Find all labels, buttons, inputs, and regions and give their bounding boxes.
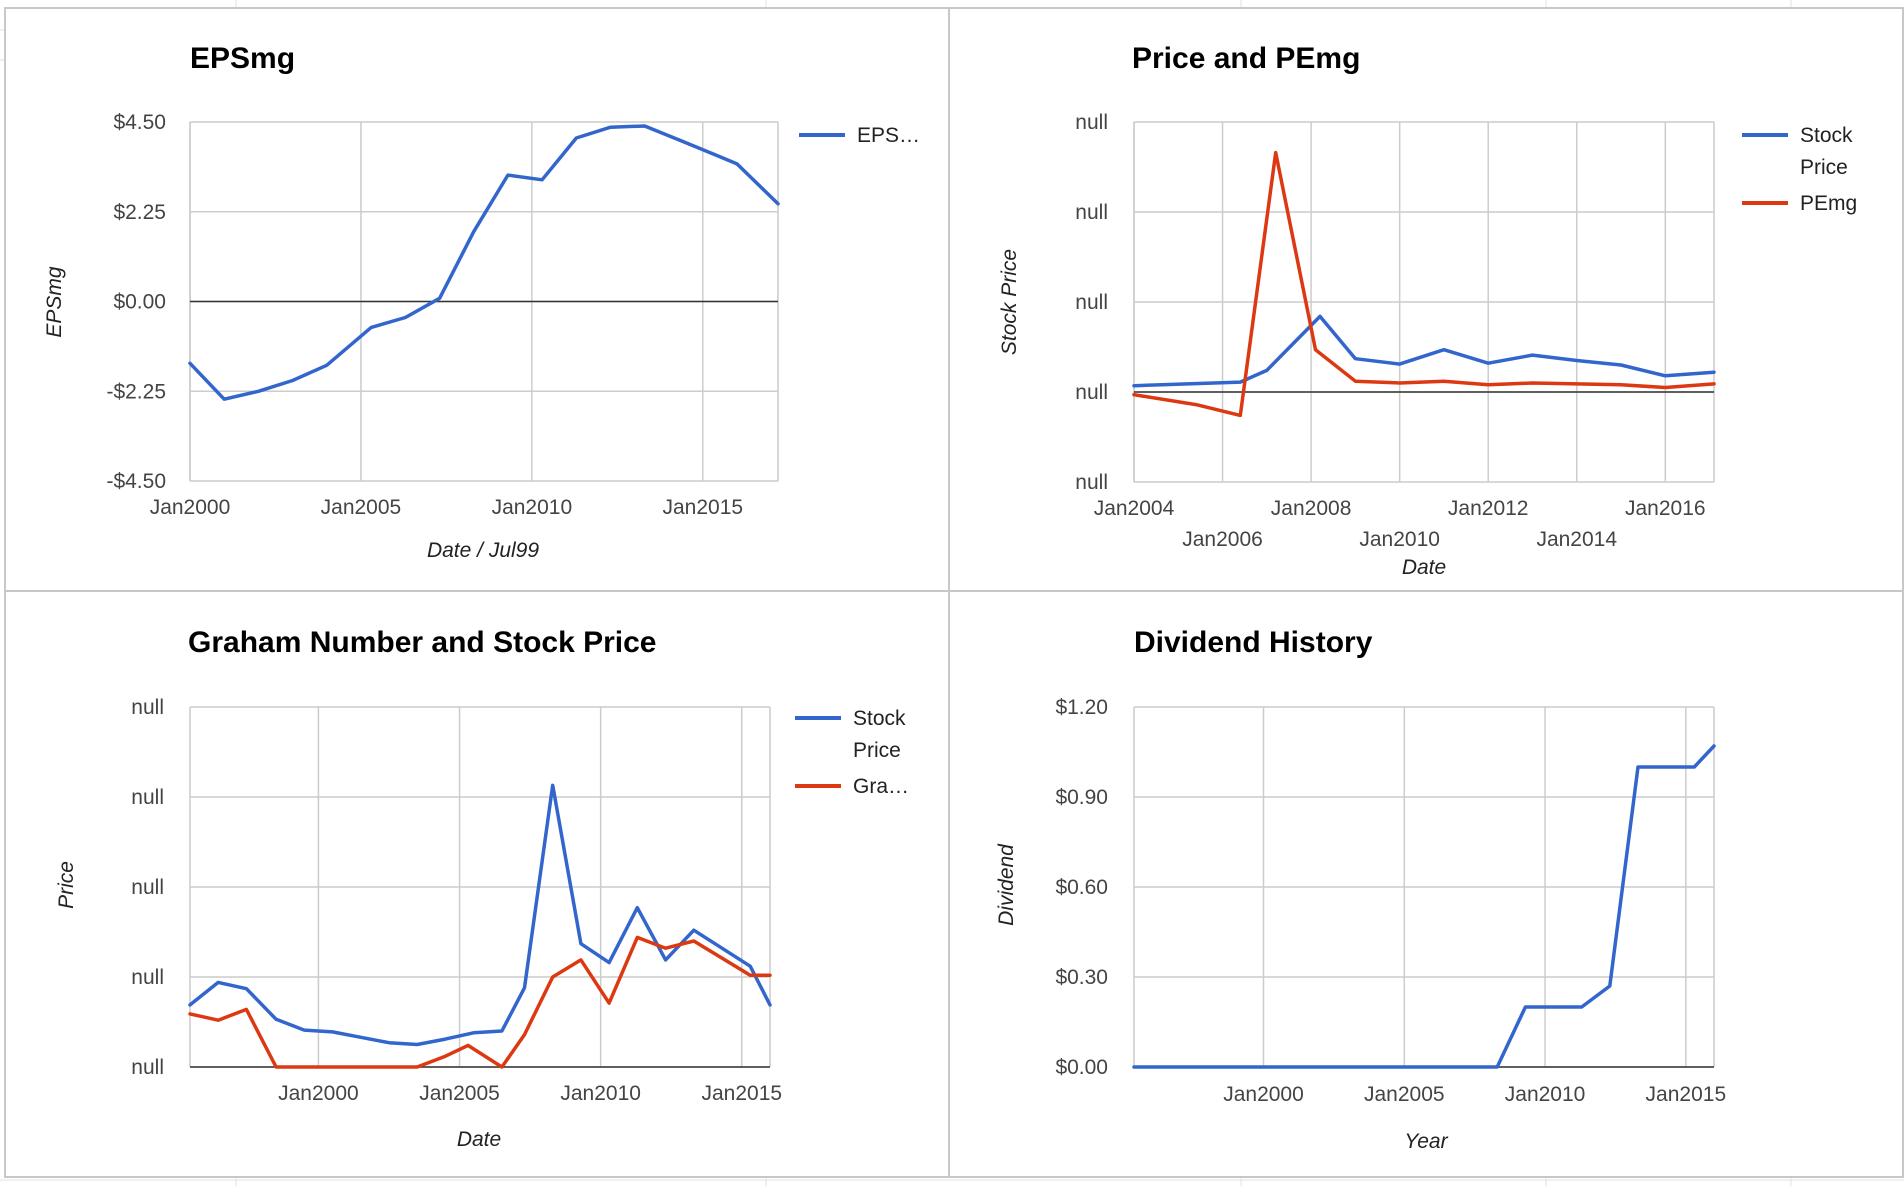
x-axis-label: Date — [457, 1128, 501, 1151]
epsmg-chart: EPSmg $4.50 $2.25 $0.00 -$2.25 -$4.50 Jan2000… — [43, 42, 920, 562]
x-tick-label: Jan2005 — [419, 1082, 500, 1105]
y-tick-label: null — [1075, 201, 1108, 224]
y-tick-label: null — [1075, 381, 1108, 404]
chart-panel-epsmg: EPSmg $4.50 $2.25 $0.00 -$2.25 -$4.50 Jan2000… — [4, 7, 950, 592]
chart-panel-graham: Graham Number and Stock Price null null nu… — [4, 590, 950, 1178]
y-tick-label: $1.20 — [1055, 696, 1108, 719]
y-tick-label: null — [131, 696, 164, 719]
legend-label-1: PEmg — [1800, 192, 1857, 215]
x-tick-label: Jan2010 — [1359, 528, 1440, 551]
y-axis-label: EPSmg — [43, 266, 66, 338]
y-tick-label: null — [131, 786, 164, 809]
dividend-chart: Dividend History $1.20 $0.90 $0.60 $0.30 $0.… — [995, 626, 1727, 1153]
y-tick-label: $0.90 — [1055, 786, 1108, 809]
x-tick-label: Jan2012 — [1448, 497, 1529, 520]
y-tick-label: -$4.50 — [106, 470, 166, 493]
x-tick-label: Jan2014 — [1536, 528, 1617, 551]
y-tick-label: $0.00 — [113, 291, 166, 314]
series-line-1 — [188, 935, 772, 1069]
legend-label-0: EPS… — [857, 124, 920, 147]
chart-title: EPSmg — [190, 42, 295, 75]
legend-label-0: Stock Price — [1800, 124, 1853, 179]
x-tick-label: Jan2015 — [1646, 1083, 1727, 1106]
chart-title: Price and PEmg — [1132, 42, 1360, 75]
chart-title: Graham Number and Stock Price — [188, 626, 657, 659]
x-tick-label: Jan2008 — [1271, 497, 1352, 520]
x-tick-label: Jan2015 — [663, 496, 744, 519]
series-line-0 — [188, 124, 780, 401]
x-axis-label: Date / Jul99 — [427, 539, 539, 562]
chart-panel-dividend: Dividend History $1.20 $0.90 $0.60 $0.30 $0.… — [948, 590, 1904, 1178]
y-tick-label: $0.60 — [1055, 876, 1108, 899]
y-tick-label: null — [131, 1056, 164, 1079]
x-tick-label: Jan2005 — [1364, 1083, 1445, 1106]
x-axis-label: Year — [1404, 1130, 1448, 1153]
price-pemg-chart: Price and PEmg null null null null null Jan20… — [998, 42, 1857, 579]
y-tick-label: $2.25 — [113, 201, 166, 224]
graham-chart: Graham Number and Stock Price null null nu… — [55, 626, 909, 1151]
x-tick-label: Jan2000 — [150, 496, 231, 519]
y-tick-label: $0.30 — [1055, 966, 1108, 989]
y-tick-label: null — [1075, 111, 1108, 134]
series-line-0 — [1132, 314, 1716, 388]
x-tick-label: Jan2010 — [492, 496, 573, 519]
x-tick-label: Jan2010 — [560, 1082, 641, 1105]
x-tick-label: Jan2006 — [1182, 528, 1263, 551]
x-tick-label: Jan2000 — [278, 1082, 359, 1105]
y-axis-label: Stock Price — [998, 249, 1021, 355]
legend-label-0: Stock Price — [853, 707, 906, 762]
y-axis-label: Price — [55, 861, 78, 909]
legend: Stock Price PEmg — [1742, 124, 1857, 215]
x-tick-label: Jan2015 — [701, 1082, 782, 1105]
x-tick-label: Jan2016 — [1625, 497, 1706, 520]
legend: EPS… — [799, 124, 920, 147]
y-tick-label: -$2.25 — [106, 380, 166, 403]
legend-label-1: Gra… — [853, 775, 909, 798]
x-axis-label: Date — [1402, 556, 1446, 579]
y-tick-label: null — [1075, 291, 1108, 314]
x-tick-label: Jan2005 — [321, 496, 402, 519]
y-tick-label: $4.50 — [113, 111, 166, 134]
legend: Stock Price Gra… — [795, 707, 909, 798]
y-axis-label: Dividend — [995, 843, 1018, 926]
y-tick-label: $0.00 — [1055, 1056, 1108, 1079]
y-tick-label: null — [131, 966, 164, 989]
x-tick-label: Jan2000 — [1223, 1083, 1304, 1106]
y-tick-label: null — [131, 876, 164, 899]
x-tick-label: Jan2004 — [1094, 497, 1175, 520]
series-line-0 — [188, 783, 772, 1047]
series-line-1 — [1132, 150, 1716, 418]
x-tick-label: Jan2010 — [1505, 1083, 1586, 1106]
series-line-0 — [1132, 744, 1716, 1069]
chart-title: Dividend History — [1134, 626, 1373, 659]
y-tick-label: null — [1075, 471, 1108, 494]
chart-panel-price-pemg: Price and PEmg null null null null null Jan20… — [948, 7, 1904, 592]
